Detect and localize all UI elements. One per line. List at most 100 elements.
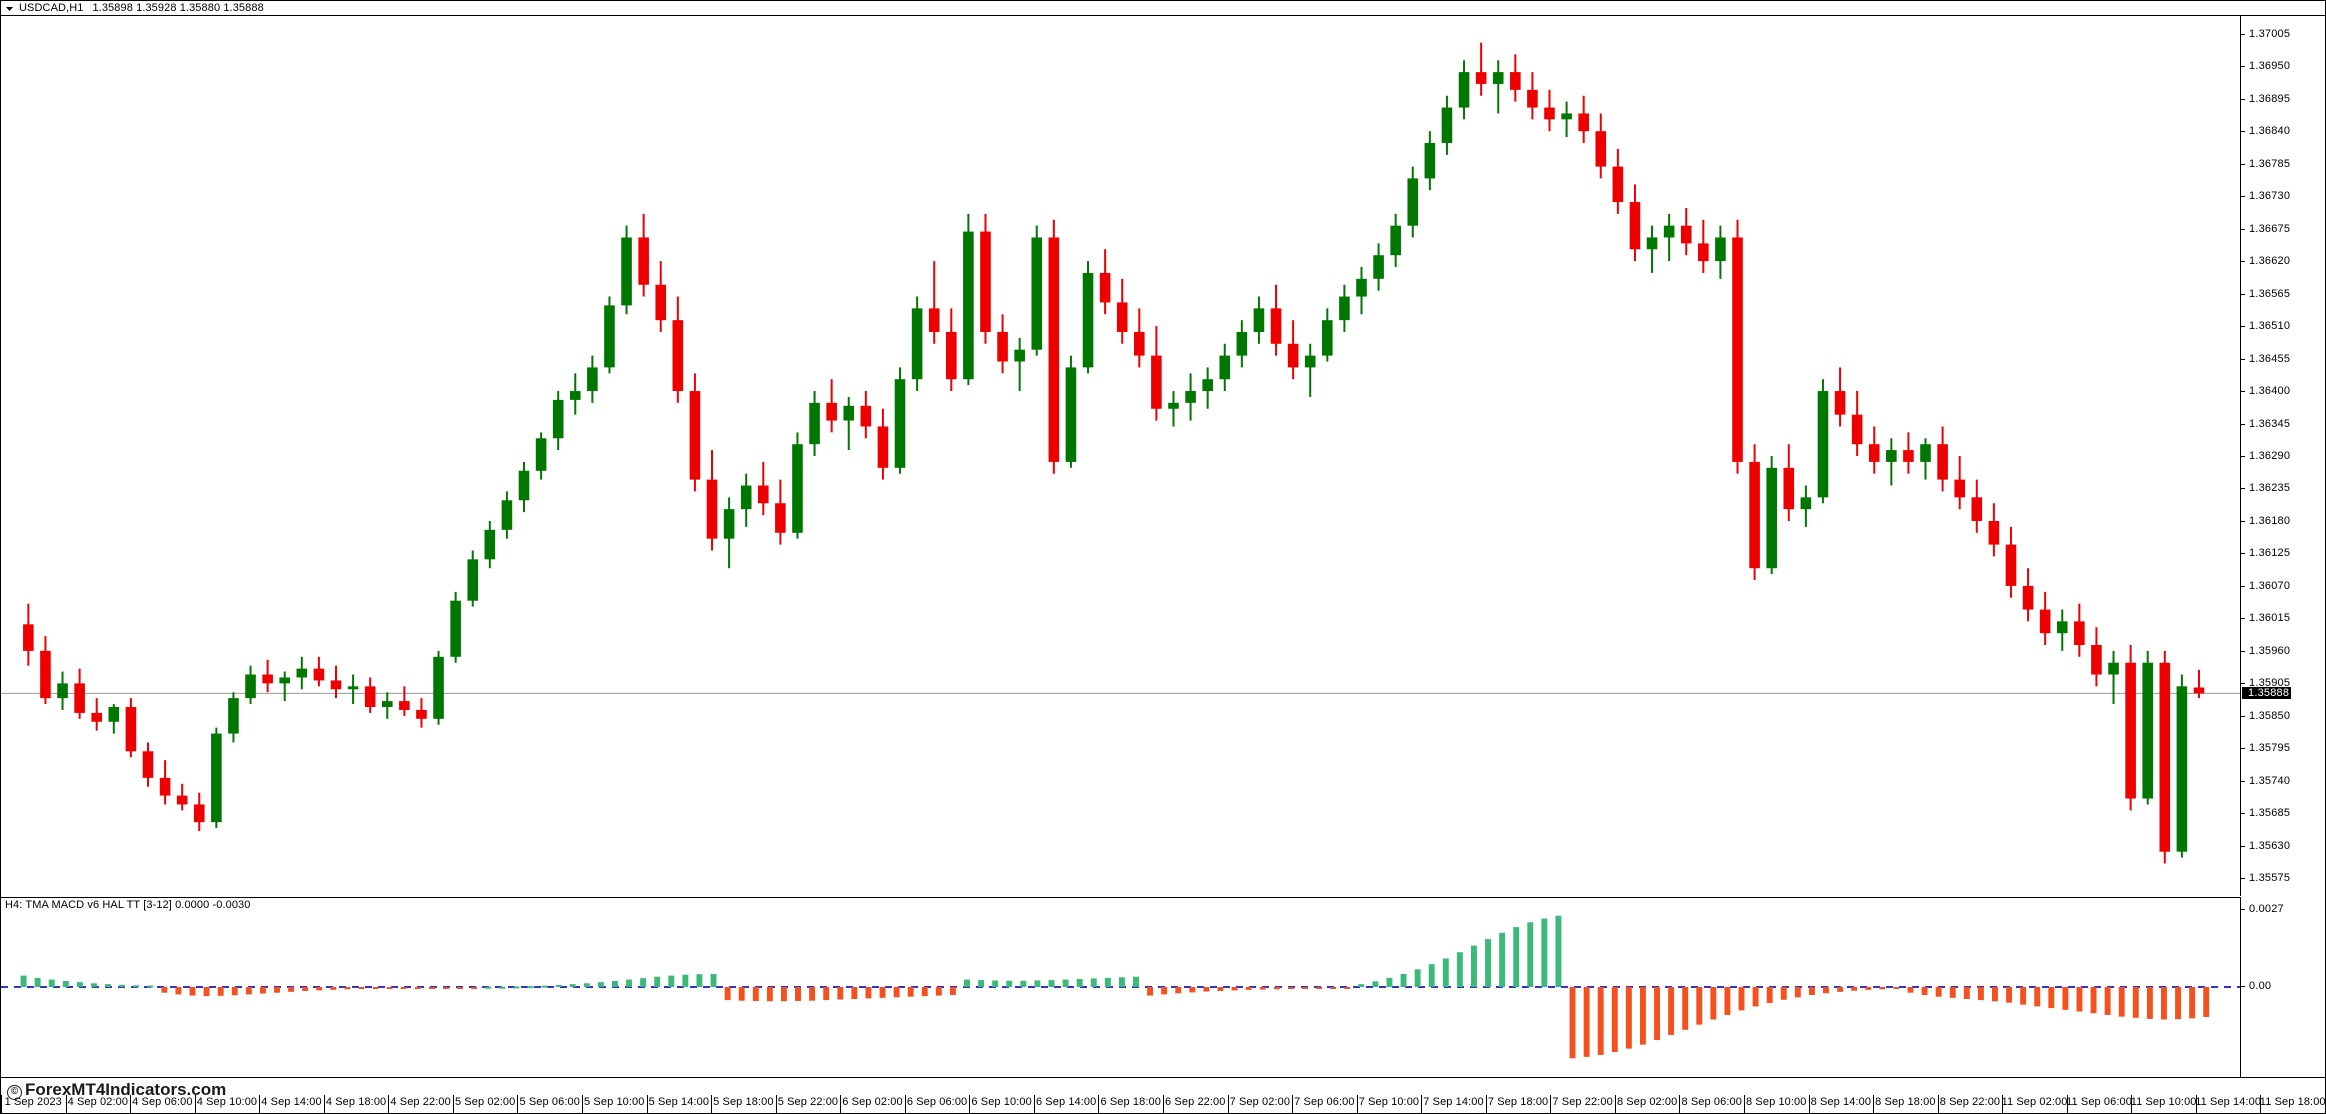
price-axis-label: 1.35685 [2249,807,2291,820]
price-axis-label: 1.36290 [2249,450,2291,462]
price-axis[interactable]: 1.37005 1.36950 1.36895 1.36840 1.36785 1.367… [2240,16,2325,896]
site-watermark: © ForexMT4Indicators.com [7,1080,226,1100]
time-axis-label: 4 Sep 10:00 [196,1096,258,1108]
time-axis[interactable]: 1 Sep 2023 4 Sep 02:00 4 Sep 06:00 4 Sep 10… [1,1077,2325,1113]
price-axis-tick [2241,293,2245,295]
price-axis-tick [2241,98,2245,100]
indicator-axis-label: 0.0027 [2249,903,2284,915]
price-axis-label: 1.36235 [2249,482,2291,495]
price-chart-pane[interactable] [1,16,2240,896]
time-axis-label: 8 Sep 14:00 [1810,1096,1872,1108]
time-axis-tick [1550,1095,1552,1113]
price-axis-tick [2241,878,2245,880]
price-axis-tick [2241,780,2245,782]
time-axis-label: 7 Sep 18:00 [1487,1096,1549,1108]
price-axis-tick [2241,131,2245,133]
time-axis-label: 5 Sep 18:00 [713,1096,774,1108]
time-axis-label: 7 Sep 10:00 [1358,1096,1420,1108]
time-axis-tick [2131,1095,2133,1113]
symbol-name: USDCAD,H1 [19,2,84,14]
time-axis-tick [1163,1095,1164,1113]
time-axis-tick [1614,1095,1616,1113]
indicator-label: H4: TMA MACD v6 HAL TT [3-12] 0.0000 -0.… [5,899,251,911]
indicator-axis: 0.0027 0.00 [2240,897,2325,1077]
time-axis-tick [65,1095,67,1113]
time-axis-tick [1033,1095,1035,1113]
price-axis-label: 1.35575 [2249,872,2291,885]
time-axis-tick [388,1095,390,1113]
time-axis-label: 6 Sep 10:00 [971,1096,1032,1108]
price-axis-label: 1.35740 [2249,774,2291,787]
time-axis-label: 5 Sep 10:00 [584,1096,645,1108]
time-axis-tick [194,1095,196,1113]
price-axis-tick [2241,66,2245,68]
time-axis-tick [1292,1095,1294,1113]
time-axis-tick [1744,1095,1745,1113]
time-axis-label: 11 Sep 18:00 [2259,1096,2325,1108]
candlestick-plot [1,42,2240,864]
time-axis-tick [452,1095,454,1113]
price-axis-label: 1.35630 [2249,839,2291,852]
time-axis-label: 4 Sep 06:00 [132,1096,193,1108]
indicator-axis-tick [2241,909,2245,910]
time-axis-tick [2195,1095,2197,1113]
price-axis-label: 1.35795 [2249,742,2291,755]
time-axis-tick [582,1095,583,1113]
price-axis-tick [2241,358,2245,360]
price-axis-label: 1.36565 [2249,287,2291,300]
time-axis-tick [1227,1095,1229,1113]
symbol-header-bar: USDCAD,H1 1.35898 1.35928 1.35880 1.3588… [1,1,2325,16]
time-axis-label: 11 Sep 02:00 [2001,1096,2068,1108]
price-axis-label: 1.36785 [2249,157,2291,170]
price-axis-tick [2241,585,2245,587]
price-axis-label: 1.36125 [2249,547,2291,560]
time-axis-tick [1679,1095,1681,1113]
time-axis-tick [646,1095,648,1113]
time-axis-tick [1873,1095,1875,1113]
time-axis-label: 5 Sep 02:00 [454,1096,516,1108]
price-axis-label: 1.36015 [2249,612,2291,625]
price-axis-label: 1.36840 [2249,125,2291,138]
indicator-axis-label: 0.00 [2249,980,2272,992]
price-axis-tick [2241,618,2245,620]
time-axis-tick [130,1095,132,1113]
time-axis-tick [259,1095,261,1113]
time-axis-tick [2066,1095,2068,1113]
chevron-down-icon[interactable] [5,4,14,13]
price-axis-label: 1.35850 [2249,709,2291,722]
symbol-ohlc-values: 1.35898 1.35928 1.35880 1.35888 [92,2,264,14]
time-axis-tick [1485,1095,1487,1113]
macd-histogram-plot [1,915,2240,1059]
time-axis-label: 6 Sep 02:00 [842,1096,903,1108]
time-axis-label: 8 Sep 18:00 [1875,1096,1936,1108]
indicator-axis-tick [2241,986,2245,987]
price-axis-label: 1.36180 [2249,514,2291,527]
time-axis-tick [711,1095,713,1113]
time-axis-label: 6 Sep 22:00 [1165,1096,1226,1108]
time-axis-tick [1356,1095,1358,1113]
price-axis-tick [2241,228,2245,230]
time-axis-tick [1937,1095,1939,1113]
time-axis-label: 6 Sep 06:00 [906,1096,968,1108]
time-axis-tick [2260,1095,2262,1113]
time-axis-tick [775,1095,777,1113]
price-axis-label: 1.36510 [2249,320,2291,333]
time-axis-label: 5 Sep 14:00 [648,1096,710,1108]
time-axis-tick [1098,1095,1100,1113]
time-axis-label: 4 Sep 22:00 [390,1096,451,1108]
time-axis-label: 7 Sep 14:00 [1423,1096,1484,1108]
time-axis-label: 11 Sep 10:00 [2130,1096,2197,1108]
time-axis-label: 11 Sep 14:00 [2195,1096,2262,1108]
price-axis-label: 1.36070 [2249,579,2291,592]
time-axis-label: 6 Sep 18:00 [1100,1096,1161,1108]
price-axis-tick [2241,650,2245,652]
time-axis-tick [840,1095,842,1113]
price-axis-label: 1.35960 [2249,644,2291,657]
time-axis-label: 1 Sep 2023 [4,1096,62,1108]
indicator-pane[interactable] [1,897,2240,1078]
time-axis-label: 7 Sep 02:00 [1229,1096,1291,1108]
price-axis-tick [2241,553,2245,555]
time-axis-label: 4 Sep 14:00 [261,1096,322,1108]
time-axis-label: 4 Sep 02:00 [67,1096,129,1108]
price-axis-label: 1.36345 [2249,417,2291,430]
